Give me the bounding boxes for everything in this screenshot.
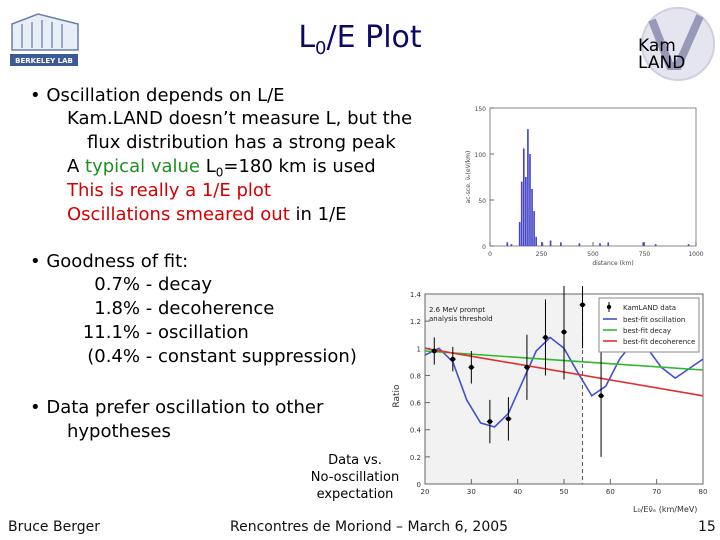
hist-bar bbox=[518, 222, 521, 246]
lab-name: BERKELEY LAB bbox=[15, 57, 73, 65]
footer-author: Bruce Berger bbox=[8, 519, 100, 535]
kamland-logo-line2: LAND bbox=[638, 53, 685, 73]
hist-bar bbox=[560, 242, 562, 246]
ratio-y-tick-label: 0.2 bbox=[410, 454, 421, 462]
ratio-y-tick-label: 1 bbox=[417, 345, 421, 353]
fit-row-oscillation: 11.1% - oscillation bbox=[82, 322, 249, 343]
hist-bar bbox=[549, 240, 552, 246]
data-point bbox=[561, 329, 567, 335]
legend-label-data: KamLAND data bbox=[623, 304, 676, 312]
hist-y-label: ac-sce. ν̄ₑ(eV/km) bbox=[465, 151, 472, 204]
hist-x-tick-label: 500 bbox=[587, 251, 599, 258]
bullet-oscillation-line2: flux distribution has a strong peak bbox=[87, 132, 396, 153]
ratio-y-tick-label: 0.6 bbox=[410, 400, 422, 408]
ratio-x-tick-label: 60 bbox=[606, 488, 615, 496]
hist-bar bbox=[541, 242, 544, 246]
fit-row-decay: 0.7% - decay bbox=[94, 274, 213, 295]
ratio-y-tick-label: 0 bbox=[417, 481, 421, 489]
ratio-y-label: Ratio bbox=[392, 384, 402, 408]
data-point bbox=[598, 393, 604, 399]
box-title-2: analysis threshold bbox=[429, 315, 493, 323]
data-point bbox=[506, 416, 511, 422]
data-point bbox=[543, 335, 548, 340]
hist-x-tick-label: 1000 bbox=[688, 251, 703, 258]
ratio-x-tick-label: 30 bbox=[467, 488, 476, 496]
data-point bbox=[468, 364, 474, 370]
ratio-x-tick-label: 70 bbox=[652, 488, 661, 496]
hist-bar bbox=[654, 244, 657, 246]
hist-y-tick-label: 100 bbox=[475, 152, 487, 159]
data-point bbox=[431, 348, 437, 354]
ratio-x-tick-label: 20 bbox=[421, 488, 430, 496]
bullet-prefer-line2: hypotheses bbox=[67, 421, 171, 442]
bullet-oscillation-line1: Kam.LAND doesn’t measure L, but the bbox=[67, 108, 413, 129]
ratio-y-tick-label: 0.8 bbox=[410, 372, 421, 380]
hist-x-label: distance (km) bbox=[592, 260, 633, 267]
hist-bar bbox=[520, 181, 523, 246]
legend-label-0: best-fit oscillation bbox=[623, 316, 685, 324]
hist-y-tick-label: 150 bbox=[475, 106, 487, 113]
ratio-y-tick-label: 1.2 bbox=[410, 318, 421, 326]
hist-bar bbox=[607, 242, 610, 246]
fit-row-constant: (0.4% - constant suppression) bbox=[87, 346, 357, 367]
bullet-goodness-head: • Goodness of fit: bbox=[30, 251, 189, 272]
ratio-legend bbox=[598, 297, 700, 353]
hist-x-tick-label: 750 bbox=[639, 251, 651, 258]
threshold-region bbox=[425, 294, 583, 484]
data-point bbox=[450, 356, 456, 362]
fit-row-decoherence: 1.8% - decoherence bbox=[94, 298, 275, 319]
kamland-logo: Kam LAND bbox=[638, 7, 715, 81]
kamland-logo-line1: Kam bbox=[638, 36, 676, 56]
ratio-x-tick-label: 80 bbox=[699, 488, 708, 496]
hist-bar bbox=[533, 211, 535, 246]
bullet-prefer-head: • Data prefer oscillation to other bbox=[30, 397, 324, 418]
data-point bbox=[487, 419, 493, 424]
hist-bar bbox=[510, 244, 513, 246]
hist-bar bbox=[529, 154, 531, 246]
hist-bar bbox=[599, 243, 601, 246]
hist-bar bbox=[531, 188, 533, 246]
legend-label-2: best-fit decoherence bbox=[623, 338, 695, 346]
hist-x-tick-label: 250 bbox=[536, 251, 548, 258]
hist-bar bbox=[522, 148, 525, 246]
hist-bar bbox=[642, 242, 645, 246]
hist-bar bbox=[687, 244, 690, 246]
hist-bar bbox=[525, 177, 527, 246]
hist-bar bbox=[527, 129, 529, 246]
hist-bar bbox=[578, 243, 581, 246]
ratio-x-tick-label: 50 bbox=[560, 488, 569, 496]
footer-event: Rencontres de Moriond – March 6, 2005 bbox=[230, 519, 509, 535]
bullet-oscillation-line3: A typical value L0=180 km is used bbox=[67, 156, 376, 180]
legend-label-1: best-fit decay bbox=[623, 327, 671, 335]
ratio-caption: Data vs. No-oscillation expectation bbox=[310, 453, 400, 502]
box-title-1: 2.6 MeV prompt bbox=[429, 306, 485, 314]
slide-title: L0/E Plot bbox=[298, 20, 422, 59]
bullet-oscillation-line5: Oscillations smeared out in 1/E bbox=[67, 204, 347, 225]
data-point bbox=[524, 364, 530, 370]
ratio-x-label: L₀/Eν̄ₑ (km/MeV) bbox=[633, 505, 697, 514]
ratio-y-tick-label: 0.4 bbox=[410, 427, 422, 435]
ratio-x-tick-label: 40 bbox=[513, 488, 522, 496]
hist-y-tick-label: 0 bbox=[482, 244, 486, 251]
ratio-plot: 0 0.2 0.4 0.6 0.8 1 1.2 1.4 20 30 40 50 60 70 80 L₀/Eν̄… bbox=[392, 286, 708, 514]
bullet-oscillation-head: • Oscillation depends on L/E bbox=[30, 85, 285, 106]
ratio-y-tick-label: 1.4 bbox=[410, 291, 422, 299]
hist-x-tick-label: 0 bbox=[488, 251, 492, 258]
hist-bar bbox=[506, 242, 509, 246]
bullet-oscillation-line4: This is really a 1/E plot bbox=[67, 180, 271, 201]
distance-histogram: 0 50 100 150 0 250 500 750 1000 distance (km) ac-s… bbox=[465, 106, 704, 267]
berkeley-lab-logo: BERKELEY LAB bbox=[10, 13, 79, 66]
hist-bar bbox=[535, 236, 537, 246]
hist-y-tick-label: 50 bbox=[478, 198, 486, 205]
footer-page-number: 15 bbox=[698, 519, 716, 535]
data-point bbox=[580, 302, 585, 308]
